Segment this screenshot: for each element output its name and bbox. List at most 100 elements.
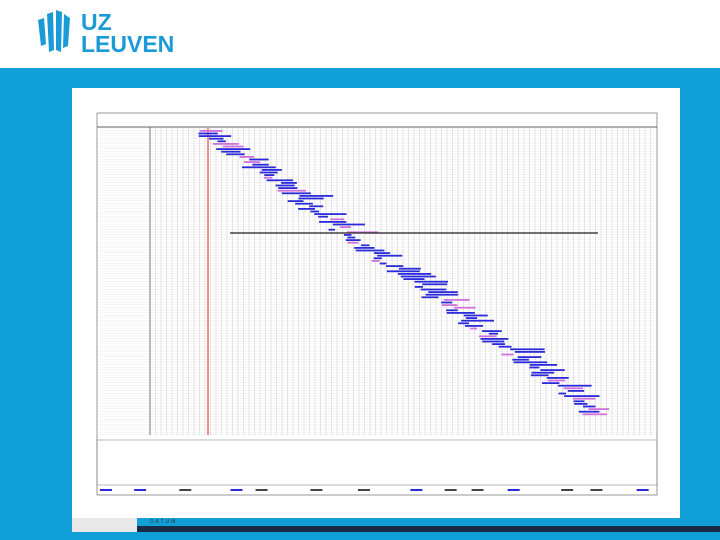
gantt-bar [209,137,224,140]
gantt-notes [96,439,658,486]
gantt-bar [578,410,600,413]
gantt-bar [414,286,424,288]
gantt-bar [542,382,560,384]
logo-stripe [56,10,62,52]
logo-stripe [38,18,46,46]
legend-swatch [310,489,323,491]
logo-stripe [63,14,70,48]
legend-swatch [230,489,243,491]
gantt-bar [441,301,453,304]
gantt-bar [360,244,370,247]
gantt-bar [398,267,421,270]
gantt-bar [263,176,273,179]
footer-box [72,518,137,532]
gantt-bar [557,384,592,387]
legend-swatch [179,489,192,491]
gantt-bar [298,208,315,210]
gantt-bar [531,371,555,374]
gantt-bar [529,364,558,366]
gantt-bar [299,195,334,197]
header-band [0,0,720,68]
gantt-bar [422,283,448,286]
logo-stripe [47,12,54,52]
gantt-bar [318,215,328,218]
gantt-bar [347,241,359,244]
gantt-bar [319,221,347,223]
gantt-bar [512,358,529,361]
gantt-bar [309,205,324,208]
gantt-bar [226,153,245,156]
gantt-bar [278,187,298,189]
gantt-bar [588,408,610,410]
gantt-bar [298,197,324,200]
legend-swatch [444,489,457,491]
gantt-bar [281,182,297,184]
gantt-bar [428,291,458,293]
gantt-bar [371,260,380,262]
gantt-bar [582,413,608,416]
gantt-bar [222,145,244,148]
gantt-bar [345,239,361,241]
gantt-bar [582,405,596,408]
gantt-bar [501,353,514,356]
gantt-bar [310,210,320,213]
gantt-bar [488,332,498,335]
gantt-bar [510,348,545,351]
legend-swatch [255,489,268,491]
gantt-bar [564,395,600,397]
gantt-bar [563,387,583,390]
gantt-bar [461,319,494,322]
logo-text: LEUVEN [81,31,174,57]
legend-swatch [134,489,147,491]
gantt-bar [259,171,278,174]
gantt-bar [385,265,404,267]
gantt-bar [373,257,382,260]
gantt-chart [97,126,657,491]
gantt-bar [441,304,458,306]
footer-strip [137,526,720,532]
gantt-bar [275,184,295,187]
gantt-bar [567,390,585,392]
gantt-bar [574,403,588,405]
gantt-bar [379,262,387,265]
gantt-bar [478,335,497,338]
gantt-bar [332,223,365,226]
gantt-bar [295,202,313,205]
gantt-bar [277,189,306,192]
gantt-frame [96,112,658,496]
gantt-bar [264,174,275,176]
gantt-bar [421,296,439,299]
legend-swatch [561,489,574,491]
gantt-bar [482,330,502,332]
gantt-bar [386,270,420,273]
gantt-bar [529,366,540,369]
legend-swatch [590,489,603,491]
gantt-bar [373,252,391,254]
gantt-bar [482,340,505,343]
gantt-bar [492,343,506,345]
gantt-bar [377,254,403,257]
gantt-bar [281,192,311,195]
gantt-bar [343,234,352,236]
gantt-bar [198,135,232,137]
gantt-bar [252,163,269,166]
gantt-bar [249,158,269,161]
gantt-bar [244,161,261,163]
legend-swatch [410,489,423,491]
gantt-image [72,88,680,518]
gantt-bar [573,397,596,400]
gantt-bar [328,228,336,231]
gantt-bar [470,327,478,330]
gantt-bar [498,345,512,348]
gantt-bar [446,312,475,314]
gantt-bar [530,374,549,377]
gantt-bar [546,377,569,379]
gantt-bar [397,273,432,275]
gantt-bar [420,288,447,291]
gantt-bar [453,306,476,309]
gantt-bar [347,231,379,234]
gantt-bar [573,400,585,403]
legend-swatch [471,489,484,491]
gantt-bar [216,148,251,150]
